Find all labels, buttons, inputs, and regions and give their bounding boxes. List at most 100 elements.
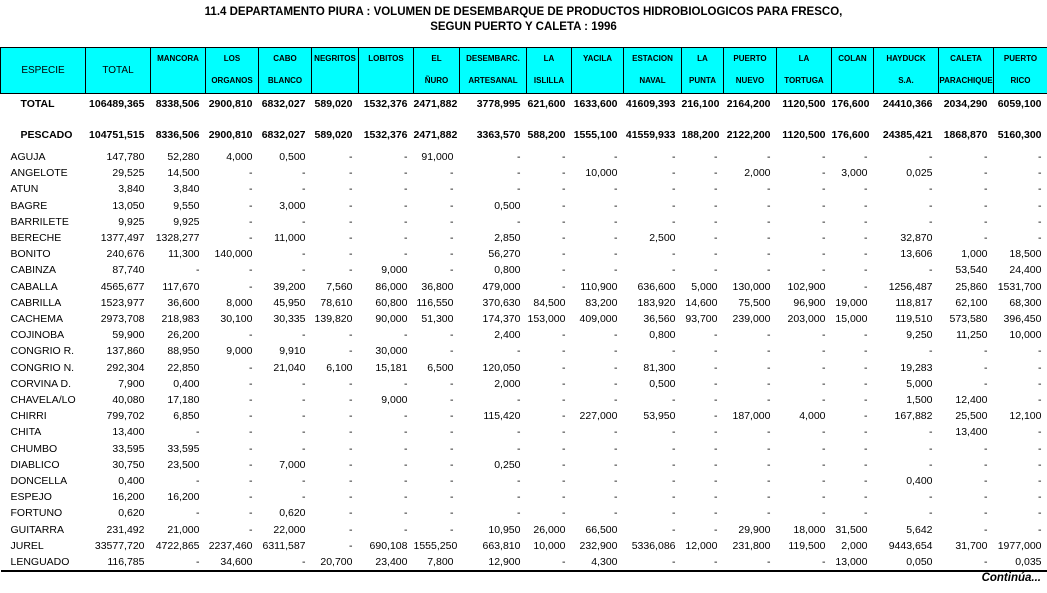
value-cell: 88,950 <box>167 345 200 358</box>
value-cell: 203,000 <box>787 313 826 326</box>
value-cell: 11,250 <box>956 329 988 342</box>
value-cell: 147,780 <box>106 151 145 163</box>
value-cell: 479,000 <box>482 280 521 293</box>
value-cell: - <box>714 410 718 423</box>
row-label: COJINOBA <box>10 329 65 342</box>
value-cell: 1868,870 <box>943 129 988 141</box>
value-cell: 10,000 <box>1009 329 1042 342</box>
table-row: CHUMBO 33,595 33,595 - - - - - - - - - - - - - - - - <box>1 441 1047 457</box>
value-cell: - <box>302 215 306 228</box>
column-header-puerto-nuevo: PUERTO NUEVO <box>723 47 777 94</box>
column-header-hayduck-sa: HAYDUCK S.A. <box>873 47 939 94</box>
value-cell: 11,000 <box>274 232 306 245</box>
value-cell: - <box>249 329 253 342</box>
value-cell: - <box>767 394 771 407</box>
value-cell: - <box>404 183 408 196</box>
table-row: CHIRRI 799,702 6,850- - - - -115,420-227,000 53… <box>1 408 1047 424</box>
value-cell: 5,642 <box>906 523 933 536</box>
value-cell: - <box>1038 491 1042 504</box>
value-cell: 12,000 <box>685 539 718 552</box>
value-cell: 12,100 <box>1009 410 1042 423</box>
value-cell: 2,500 <box>649 232 676 245</box>
value-cell: - <box>984 458 988 471</box>
continued-note: Continúa... <box>981 572 1041 584</box>
table-row: CORVINA D. 7,900 0,400 - - - - - 2,000 - - 0,500 - - -… <box>1 376 1047 392</box>
value-cell: 0,400 <box>118 475 145 488</box>
value-cell: - <box>349 426 353 439</box>
value-cell: 7,800 <box>427 556 454 569</box>
value-cell: 15,181 <box>375 361 408 374</box>
value-cell: - <box>864 280 868 293</box>
value-cell: - <box>767 361 771 374</box>
value-cell: - <box>672 264 676 277</box>
value-cell: 96,900 <box>793 296 826 309</box>
value-cell: - <box>929 199 933 212</box>
value-cell: - <box>1038 475 1042 488</box>
column-header-cabo-blanco: CABO BLANCO <box>258 47 312 94</box>
value-cell: - <box>767 475 771 488</box>
value-cell: - <box>349 215 353 228</box>
value-cell: 30,335 <box>273 313 306 326</box>
value-cell: 12,900 <box>488 556 521 569</box>
value-cell: - <box>822 345 826 358</box>
value-cell: 30,100 <box>220 313 253 326</box>
row-label: CHIRRI <box>10 410 47 423</box>
value-cell: - <box>349 507 353 520</box>
value-cell: 29,900 <box>738 523 771 536</box>
value-cell: - <box>196 426 200 439</box>
value-cell: 396,450 <box>1003 313 1042 326</box>
value-cell: - <box>562 167 566 180</box>
value-cell: - <box>450 491 454 504</box>
value-cell: 1532,376 <box>363 98 408 110</box>
table-row: BARRILETE 9,925 9,925 - - - - - - - - - - - - - - - - <box>1 214 1047 230</box>
value-cell: - <box>302 167 306 180</box>
value-cell: - <box>249 442 253 455</box>
value-cell: - <box>562 264 566 277</box>
value-cell: - <box>249 377 253 390</box>
value-cell: - <box>249 264 253 277</box>
value-cell: - <box>302 394 306 407</box>
value-cell: - <box>614 442 618 455</box>
value-cell: - <box>767 232 771 245</box>
value-cell: - <box>302 329 306 342</box>
value-cell: 0,500 <box>649 377 676 390</box>
value-cell: - <box>864 151 868 163</box>
column-header-los-organos: LOS ORGANOS <box>205 47 259 94</box>
value-cell: 10,950 <box>488 523 521 536</box>
column-header-desembarc-artesanal: DESEMBARC. ARTESANAL <box>459 47 527 94</box>
value-cell: - <box>864 264 868 277</box>
value-cell: - <box>822 232 826 245</box>
value-cell: - <box>562 151 566 163</box>
value-cell: - <box>929 215 933 228</box>
value-cell: - <box>450 183 454 196</box>
value-cell: 188,200 <box>681 129 720 141</box>
value-cell: - <box>767 151 771 163</box>
value-cell: 16,200 <box>167 491 200 504</box>
value-cell: 5,000 <box>906 377 933 390</box>
value-cell: - <box>822 507 826 520</box>
value-cell: 2122,200 <box>726 129 771 141</box>
value-cell: 19,000 <box>835 296 868 309</box>
value-cell: - <box>929 345 933 358</box>
value-cell: 59,900 <box>112 329 145 342</box>
value-cell: - <box>349 345 353 358</box>
value-cell: - <box>404 167 408 180</box>
value-cell: - <box>614 491 618 504</box>
value-cell: - <box>450 264 454 277</box>
value-cell: - <box>767 377 771 390</box>
value-cell: - <box>349 442 353 455</box>
value-cell: 68,300 <box>1009 296 1042 309</box>
value-cell: 118,817 <box>895 296 933 309</box>
value-cell: - <box>714 377 718 390</box>
value-cell: - <box>714 361 718 374</box>
value-cell: - <box>349 539 353 552</box>
value-cell: - <box>864 394 868 407</box>
value-cell: 119,500 <box>788 539 826 552</box>
value-cell: - <box>984 475 988 488</box>
table-row: CONGRIO R. 137,860 88,950 9,000 9,910 - 30,000… <box>1 343 1047 359</box>
value-cell: 10,000 <box>533 539 566 552</box>
column-header-la-islilla: LA ISLILLA <box>526 47 572 94</box>
value-cell: - <box>864 361 868 374</box>
value-cell: - <box>1038 183 1042 196</box>
